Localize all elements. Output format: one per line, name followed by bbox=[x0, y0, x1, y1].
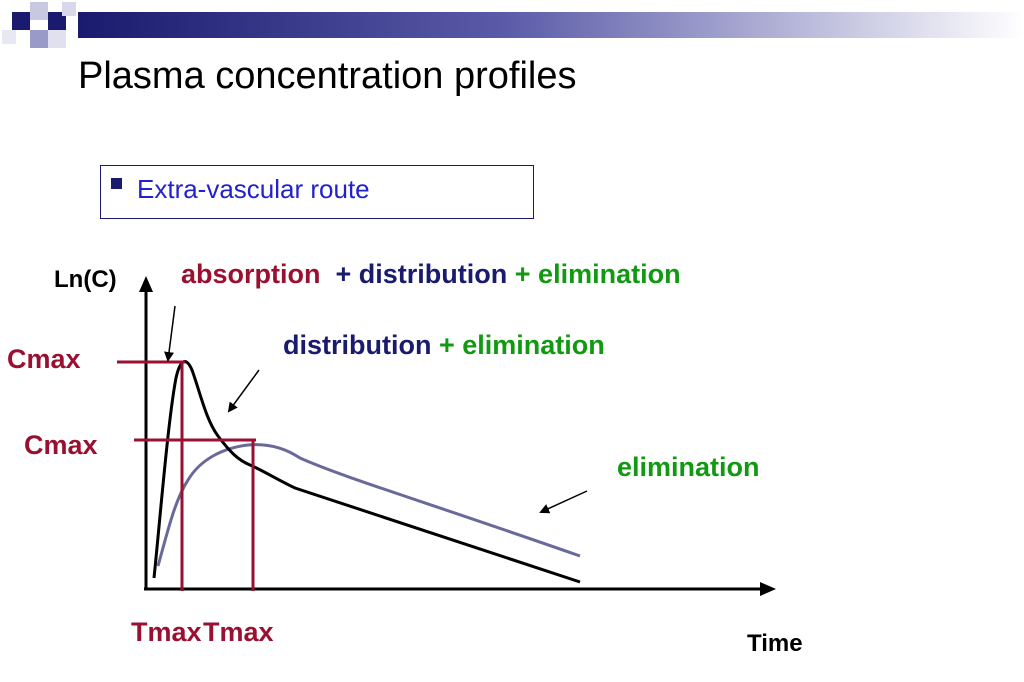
elimination-label: + elimination bbox=[439, 330, 605, 360]
header-square bbox=[12, 12, 30, 30]
header-decoration bbox=[2, 2, 1024, 48]
curve-slow-absorption bbox=[156, 443, 581, 567]
bullet-box: Extra-vascular route bbox=[100, 165, 534, 219]
bullet-square-icon bbox=[111, 178, 122, 189]
header-square bbox=[2, 30, 16, 44]
x-axis-label: Time bbox=[747, 630, 803, 657]
y-axis-arrowhead bbox=[139, 276, 153, 292]
cmax-1-label: Cmax bbox=[7, 344, 81, 374]
header-square bbox=[62, 2, 76, 16]
arrow-absorption bbox=[164, 305, 176, 362]
bullet-text: Extra-vascular route bbox=[137, 174, 370, 204]
arrow-distribution bbox=[227, 369, 260, 413]
tmax-2-label: Tmax bbox=[203, 617, 274, 647]
elimination-label: + elimination bbox=[514, 259, 681, 289]
curve-fast-absorption bbox=[152, 360, 581, 584]
y-axis-label: Ln(C) bbox=[54, 266, 117, 293]
slide-title: Plasma concentration profiles bbox=[78, 55, 577, 97]
header-square bbox=[48, 12, 66, 30]
phase1-annotation: absorption + distribution + elimination bbox=[181, 258, 681, 290]
header-square bbox=[30, 30, 48, 48]
x-axis-arrowhead bbox=[760, 582, 776, 596]
absorption-label: absorption bbox=[181, 259, 321, 289]
distribution-label: distribution bbox=[283, 330, 432, 360]
cmax-2-label: Cmax bbox=[24, 430, 98, 460]
header-square bbox=[30, 2, 48, 20]
tmax-1-label: Tmax bbox=[131, 617, 202, 647]
arrow-elimination bbox=[539, 490, 588, 514]
header-square bbox=[48, 30, 66, 48]
phase2-annotation: distribution + elimination bbox=[283, 329, 605, 361]
phase3-annotation: elimination bbox=[617, 452, 760, 482]
header-gradient-bar bbox=[78, 12, 1024, 38]
distribution-label: + distribution bbox=[335, 259, 508, 289]
